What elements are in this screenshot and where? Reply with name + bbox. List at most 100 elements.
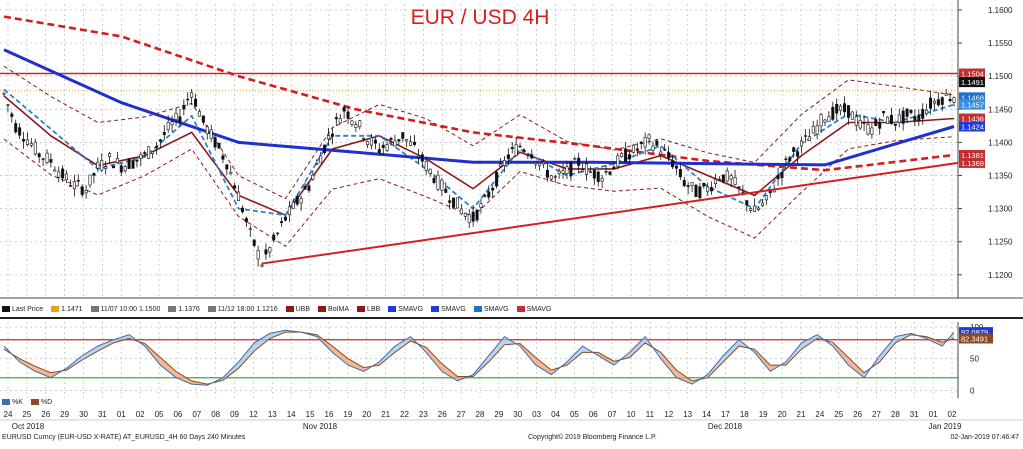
candle-body <box>409 141 413 146</box>
candle-body <box>49 159 53 163</box>
candle-body <box>893 123 897 126</box>
footer-timestamp: 02-Jan-2019 07:46:47 <box>950 434 1020 441</box>
candle-body <box>479 203 483 208</box>
candle-body <box>452 197 456 208</box>
y-tick-label: 1.1250 <box>988 238 1013 247</box>
candle-body <box>932 100 936 104</box>
x-tick-label: 13 <box>268 410 277 419</box>
candle-body <box>18 127 22 136</box>
candle-body <box>147 146 151 159</box>
candle-body <box>674 165 678 169</box>
candle-body <box>905 108 909 117</box>
candle-body <box>428 168 432 174</box>
month-label: Oct 2018 <box>12 422 45 431</box>
stochastic-fill <box>739 339 755 353</box>
candle-body <box>319 155 323 164</box>
candle-body <box>194 98 198 107</box>
candle-body <box>115 158 119 164</box>
candle-body <box>307 185 311 191</box>
candle-body <box>229 172 233 175</box>
candle-body <box>780 172 784 179</box>
candle-body <box>800 140 804 147</box>
y-tick-label: 1.1400 <box>988 138 1013 147</box>
candle-body <box>272 234 276 241</box>
stochastic-fill <box>879 336 896 362</box>
candle-body <box>471 211 475 222</box>
stochastic-fill <box>801 334 818 350</box>
candle-body <box>792 147 796 152</box>
candle-body <box>553 176 557 178</box>
candle-body <box>839 105 843 111</box>
osc-y-tick-label: 50 <box>970 355 979 364</box>
candle-body <box>96 161 100 169</box>
candle-body <box>663 149 667 151</box>
x-tick-label: 27 <box>872 410 881 419</box>
candle-body <box>717 178 721 181</box>
candle-body <box>475 209 479 221</box>
candle-body <box>119 165 123 173</box>
upper-bollinger-band <box>3 65 955 200</box>
legend-item: 1.1376 <box>168 306 200 313</box>
x-tick-label: 21 <box>381 410 390 419</box>
x-tick-label: 30 <box>79 410 88 419</box>
candle-body <box>287 206 291 216</box>
price-tag <box>959 121 985 132</box>
candle-body <box>342 107 346 112</box>
candle-body <box>190 92 194 98</box>
candle-body <box>913 116 917 121</box>
candle-body <box>264 249 268 255</box>
candle-body <box>846 105 850 118</box>
legend-label: 11/07 10:00 1.1500 <box>100 305 161 313</box>
oscillator-panel <box>0 322 958 398</box>
price-tag <box>959 157 985 168</box>
candle-body <box>725 170 729 182</box>
candle-body <box>929 97 933 109</box>
legend-label: SMAVG <box>398 305 424 313</box>
candle-body <box>600 177 604 182</box>
candle-body <box>14 123 18 133</box>
x-tick-label: 24 <box>4 410 13 419</box>
y-tick-label: 1.1500 <box>988 72 1013 81</box>
candle-body <box>936 99 940 106</box>
legend-swatch <box>516 305 525 312</box>
candle-body <box>483 194 487 197</box>
stochastic-fill <box>598 352 614 366</box>
candle-body <box>721 174 725 183</box>
candle-body <box>201 115 205 123</box>
price-tag-label: 1.1424 <box>961 122 984 131</box>
stochastic-fill <box>848 357 865 378</box>
candle-body <box>495 171 499 187</box>
candle-body <box>565 166 569 174</box>
candle-body <box>706 186 710 193</box>
candle-body <box>420 154 424 162</box>
legend-swatch <box>285 305 294 312</box>
candle-body <box>303 186 307 190</box>
candle-body <box>182 104 186 110</box>
price-panel <box>0 0 958 298</box>
candle-body <box>819 114 823 127</box>
candle-body <box>448 200 452 203</box>
candle-body <box>412 141 416 145</box>
x-tick-label: 19 <box>759 410 768 419</box>
osc-legend-label: %K <box>12 399 23 406</box>
candle-body <box>631 144 635 153</box>
legend-swatch <box>2 305 10 312</box>
candle-body <box>639 141 643 144</box>
candle-body <box>807 136 811 142</box>
candle-body <box>33 141 37 155</box>
y-tick-label: 1.1200 <box>988 271 1013 280</box>
y-tick-label: 1.1450 <box>988 105 1013 114</box>
x-tick-label: 28 <box>476 410 485 419</box>
candle-body <box>897 114 901 124</box>
candle-body <box>510 147 514 150</box>
candle-body <box>514 144 518 156</box>
candle-body <box>843 103 847 113</box>
stochastic-fill <box>332 346 348 366</box>
stochastic-fill <box>441 363 458 381</box>
candle-body <box>440 179 444 191</box>
candle-body <box>256 250 260 260</box>
x-tick-label: 31 <box>98 410 107 419</box>
candle-body <box>616 155 620 167</box>
x-tick-label: 16 <box>325 410 334 419</box>
candle-body <box>338 118 342 124</box>
